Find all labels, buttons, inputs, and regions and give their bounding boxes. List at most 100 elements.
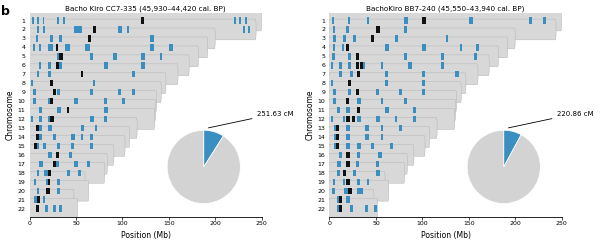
Bar <box>371 143 374 149</box>
Bar <box>333 44 335 51</box>
Bar <box>360 62 363 69</box>
FancyBboxPatch shape <box>329 127 430 147</box>
Bar <box>58 143 60 149</box>
Bar <box>333 26 335 33</box>
Text: b: b <box>1 5 10 18</box>
Bar <box>356 62 359 69</box>
Bar <box>58 187 60 194</box>
FancyBboxPatch shape <box>329 189 374 210</box>
Bar <box>48 44 53 51</box>
Bar <box>141 62 145 69</box>
Bar <box>43 26 45 33</box>
FancyBboxPatch shape <box>329 162 404 183</box>
FancyBboxPatch shape <box>29 19 256 40</box>
FancyBboxPatch shape <box>329 109 455 129</box>
Bar <box>374 205 377 212</box>
Bar <box>58 62 62 69</box>
Bar <box>50 80 53 86</box>
FancyBboxPatch shape <box>29 136 125 156</box>
Bar <box>346 152 350 158</box>
Bar <box>332 53 335 60</box>
Bar <box>48 62 51 69</box>
Bar <box>50 98 53 104</box>
Bar <box>127 26 129 33</box>
Bar <box>43 197 45 203</box>
Bar <box>53 161 56 167</box>
FancyBboxPatch shape <box>329 144 414 165</box>
Bar <box>71 134 75 140</box>
Bar <box>122 98 125 104</box>
Bar <box>39 134 41 140</box>
Bar <box>90 89 92 95</box>
Bar <box>36 143 39 149</box>
Bar <box>337 197 340 203</box>
Bar <box>48 179 50 185</box>
Bar <box>473 53 477 60</box>
Bar <box>95 125 97 131</box>
Bar <box>346 179 350 185</box>
Bar <box>68 152 72 158</box>
FancyBboxPatch shape <box>29 162 104 183</box>
Title: BachoKiro BB7-240 (45,550–43,940 cal. BP): BachoKiro BB7-240 (45,550–43,940 cal. BP… <box>367 6 525 12</box>
Bar <box>43 143 46 149</box>
Bar <box>58 17 59 24</box>
Bar <box>46 187 50 194</box>
Bar <box>343 35 346 42</box>
Bar <box>58 89 60 95</box>
Bar <box>385 71 388 77</box>
Bar <box>358 152 360 158</box>
Bar <box>385 107 389 113</box>
Bar <box>132 89 134 95</box>
Bar <box>65 44 70 51</box>
Bar <box>348 89 351 95</box>
Bar <box>332 17 334 24</box>
Bar <box>87 161 90 167</box>
Bar <box>334 125 337 131</box>
Bar <box>53 205 56 212</box>
Bar <box>337 205 340 212</box>
FancyBboxPatch shape <box>329 10 562 31</box>
Bar <box>339 71 341 77</box>
Bar <box>348 80 351 86</box>
Bar <box>160 53 163 60</box>
Bar <box>56 161 59 167</box>
Bar <box>333 89 336 95</box>
Bar <box>336 143 339 149</box>
Bar <box>37 197 40 203</box>
Bar <box>34 197 37 203</box>
Bar <box>46 187 50 194</box>
Bar <box>441 62 444 69</box>
Bar <box>331 62 333 69</box>
FancyBboxPatch shape <box>329 82 461 103</box>
FancyBboxPatch shape <box>29 127 130 147</box>
Bar <box>58 179 60 185</box>
Bar <box>80 125 85 131</box>
Bar <box>395 35 398 42</box>
Bar <box>346 98 349 104</box>
Bar <box>409 62 412 69</box>
Bar <box>358 187 363 194</box>
Bar <box>85 44 90 51</box>
Bar <box>234 17 236 24</box>
Bar <box>350 205 353 212</box>
Bar <box>48 98 51 104</box>
Bar <box>376 26 380 33</box>
FancyBboxPatch shape <box>29 91 157 111</box>
Bar <box>371 35 374 42</box>
Bar <box>346 107 350 113</box>
Bar <box>422 80 425 86</box>
Bar <box>37 17 39 24</box>
Bar <box>404 17 407 24</box>
Bar <box>151 35 154 42</box>
Bar <box>413 116 416 122</box>
Bar <box>118 89 121 95</box>
Bar <box>337 161 341 167</box>
Bar <box>380 134 383 140</box>
Bar <box>243 26 245 33</box>
Bar <box>33 98 36 104</box>
Bar <box>346 26 349 33</box>
Bar <box>34 179 36 185</box>
Bar <box>36 35 38 42</box>
FancyBboxPatch shape <box>29 82 161 103</box>
Bar <box>248 26 250 33</box>
